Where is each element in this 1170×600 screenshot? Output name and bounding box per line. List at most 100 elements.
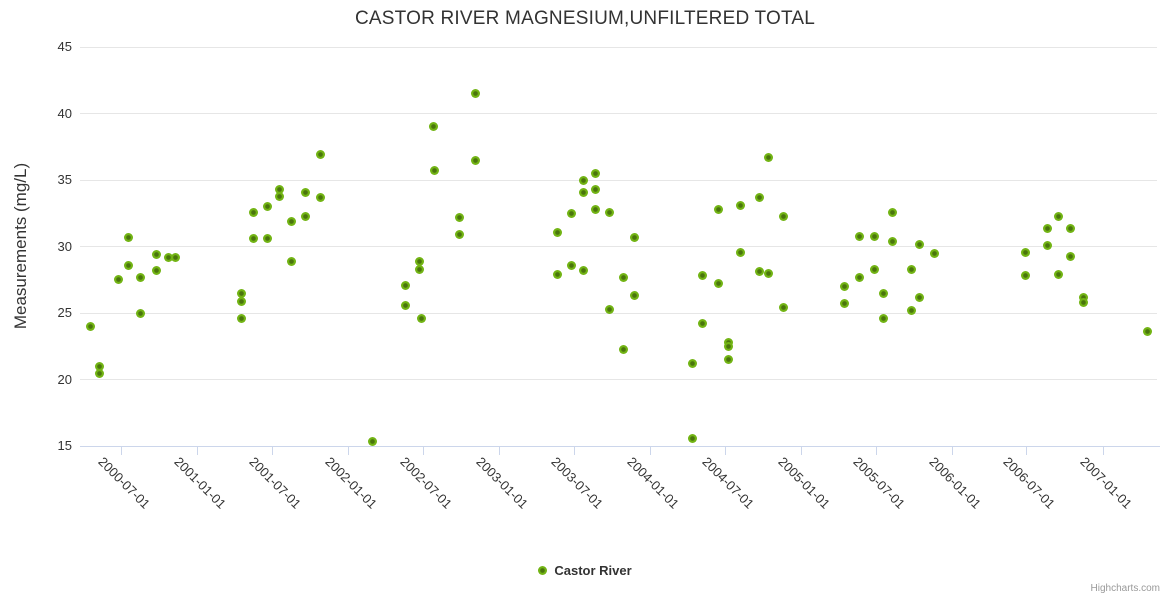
data-point[interactable] [724,355,734,365]
data-point[interactable] [113,275,123,285]
data-point[interactable] [698,319,708,329]
data-point[interactable] [1065,223,1075,233]
data-point[interactable] [906,306,916,316]
data-point[interactable] [888,207,898,217]
data-point[interactable] [400,300,410,310]
data-point[interactable] [367,436,377,446]
data-point[interactable] [164,252,174,262]
data-point[interactable] [275,191,285,201]
data-point[interactable] [1043,223,1053,233]
data-point[interactable] [1021,271,1031,281]
data-point[interactable] [237,288,247,298]
data-point[interactable] [914,292,924,302]
data-point[interactable] [400,280,410,290]
data-point[interactable] [629,291,639,301]
data-point[interactable] [1043,240,1053,250]
data-point[interactable] [94,362,104,372]
data-point[interactable] [604,207,614,217]
data-point[interactable] [929,248,939,258]
data-point[interactable] [764,153,774,162]
data-point[interactable] [171,252,181,262]
data-point[interactable] [698,271,708,281]
data-point[interactable] [1065,251,1075,261]
data-point[interactable] [414,256,424,266]
data-point[interactable] [914,239,924,249]
data-point[interactable] [249,207,259,217]
data-point[interactable] [123,232,133,242]
data-point[interactable] [591,168,601,178]
data-point[interactable] [618,272,628,282]
data-point[interactable] [688,433,698,443]
data-point[interactable] [94,368,104,378]
data-point[interactable] [428,122,438,132]
data-point[interactable] [454,230,464,240]
data-point[interactable] [123,260,133,270]
data-point[interactable] [578,175,588,185]
highcharts-credits-link[interactable]: Highcharts.com [1090,583,1160,594]
data-point[interactable] [566,260,576,270]
data-point[interactable] [736,247,746,257]
data-point[interactable] [552,270,562,280]
data-point[interactable] [566,208,576,218]
data-point[interactable] [151,266,161,276]
data-point[interactable] [287,216,297,226]
data-point[interactable] [754,192,764,202]
data-point[interactable] [416,314,426,324]
data-point[interactable] [578,187,588,197]
data-point[interactable] [552,227,562,237]
data-point[interactable] [855,272,864,282]
data-point[interactable] [764,268,774,278]
data-point[interactable] [779,303,789,313]
data-point[interactable] [1053,270,1063,280]
data-point[interactable] [275,184,285,194]
data-point[interactable] [591,184,601,194]
data-point[interactable] [839,299,849,309]
data-point[interactable] [855,231,864,241]
data-point[interactable] [736,200,746,210]
data-point[interactable] [316,192,326,202]
data-point[interactable] [316,150,326,160]
data-point[interactable] [300,187,310,197]
data-point[interactable] [1053,211,1063,221]
data-point[interactable] [618,344,628,354]
data-point[interactable] [1078,292,1088,302]
data-point[interactable] [629,232,639,242]
data-point[interactable] [754,267,764,277]
data-point[interactable] [688,359,698,369]
data-point[interactable] [839,282,849,292]
data-point[interactable] [1078,298,1088,308]
data-point[interactable] [237,314,247,324]
data-point[interactable] [724,342,734,352]
data-point[interactable] [249,234,259,244]
data-point[interactable] [470,89,480,99]
data-point[interactable] [878,314,888,324]
data-point[interactable] [713,204,723,214]
x-axis-label: 2001-07-01 [246,454,304,513]
data-point[interactable] [470,155,480,165]
data-point[interactable] [135,308,145,318]
data-point[interactable] [429,166,439,176]
data-point[interactable] [604,304,614,314]
data-point[interactable] [591,204,601,214]
data-point[interactable] [263,202,273,212]
data-point[interactable] [151,250,161,260]
data-point[interactable] [779,211,789,221]
data-point[interactable] [888,236,898,246]
data-point[interactable] [1021,247,1031,257]
data-point[interactable] [300,211,310,221]
data-point[interactable] [454,212,464,222]
data-point[interactable] [713,279,723,289]
legend-item[interactable]: Castor River [0,563,1170,578]
data-point[interactable] [578,266,588,276]
data-point[interactable] [906,264,916,274]
data-point[interactable] [414,264,424,274]
data-point[interactable] [237,296,247,306]
data-point[interactable] [287,256,297,266]
data-point[interactable] [869,264,879,274]
data-point[interactable] [1143,327,1153,337]
data-point[interactable] [263,234,273,244]
data-point[interactable] [869,231,879,241]
data-point[interactable] [135,272,145,282]
data-point[interactable] [85,322,95,332]
data-point[interactable] [878,288,888,298]
